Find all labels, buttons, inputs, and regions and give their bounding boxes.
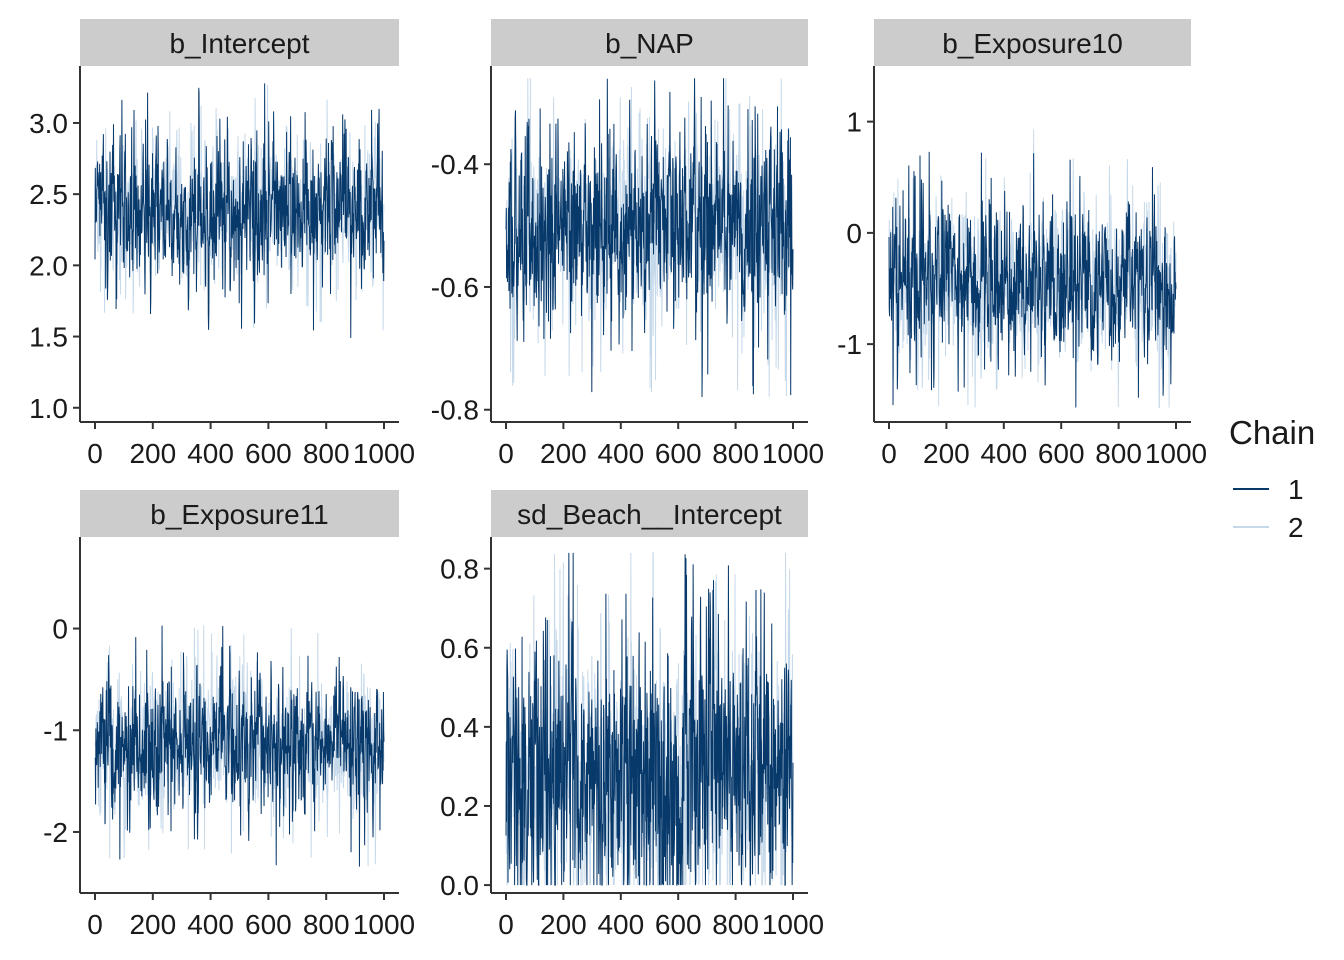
panel-sd-beach-intercept: sd_Beach__Intercept 0.0 0.2 0.4 0.6 0.8 0 200 40…: [440, 490, 824, 940]
x-tick-label: 600: [655, 438, 702, 469]
strip-b-nap: [491, 19, 808, 66]
panel-b-intercept: b_Intercept 1.0 1.5 2.0 2.5 3.0 0 200 400 600 800 1…: [29, 19, 415, 469]
panel-b-nap: b_NAP -0.8 -0.6 -0.4 0 200 400 600 800 1000: [431, 19, 824, 469]
y-tick-label: -2: [43, 817, 68, 848]
x-tick-label: 0: [87, 438, 103, 469]
x-tick-label: 200: [129, 438, 176, 469]
y-tick-label: -0.4: [431, 149, 479, 180]
legend-label-chain-2: 2: [1288, 512, 1304, 543]
y-tick-label: 1: [846, 107, 862, 138]
x-tick-label: 400: [187, 909, 234, 940]
panel-b-exposure11: b_Exposure11 -2 -1 0 0 200 400 600 800 1000: [43, 490, 415, 940]
trace-line-chain-1: [888, 151, 1177, 408]
x-tick-label: 400: [597, 909, 644, 940]
x-tick-label: 1000: [1145, 438, 1207, 469]
y-tick-label: 0: [52, 614, 68, 645]
y-tick-label: -1: [43, 715, 68, 746]
x-tick-label: 200: [923, 438, 970, 469]
x-tick-label: 400: [597, 438, 644, 469]
x-tick-label: 400: [187, 438, 234, 469]
x-tick-label: 600: [1038, 438, 1085, 469]
y-tick-label: 0.2: [440, 791, 479, 822]
x-tick-label: 800: [712, 909, 759, 940]
y-tick-label: -0.8: [431, 395, 479, 426]
y-tick-label: 0.6: [440, 633, 479, 664]
y-tick-label: 0.4: [440, 712, 479, 743]
strip-label: sd_Beach__Intercept: [517, 499, 782, 530]
y-tick-label: 3.0: [29, 108, 68, 139]
x-tick-label: 800: [303, 438, 350, 469]
x-tick-label: 200: [129, 909, 176, 940]
y-tick-label: 1.5: [29, 322, 68, 353]
x-tick-label: 1000: [353, 438, 415, 469]
strip-label: b_NAP: [605, 28, 694, 59]
x-tick-label: 0: [87, 909, 103, 940]
legend-label-chain-1: 1: [1288, 474, 1304, 505]
strip-b-intercept: [80, 19, 399, 66]
strip-label: b_Exposure10: [942, 28, 1123, 59]
x-tick-label: 600: [245, 909, 292, 940]
x-tick-label: 200: [540, 909, 587, 940]
strip-sd-beach-intercept: [491, 490, 808, 537]
x-tick-label: 800: [1095, 438, 1142, 469]
trace-line-chain-1: [94, 625, 385, 867]
trace-line-chain-1: [505, 552, 794, 886]
y-tick-label: 0.0: [440, 870, 479, 901]
x-tick-label: 1000: [353, 909, 415, 940]
x-tick-label: 800: [712, 438, 759, 469]
x-tick-label: 1000: [762, 438, 824, 469]
y-tick-label: 1.0: [29, 393, 68, 424]
x-tick-label: 800: [303, 909, 350, 940]
panel-b-exposure10: b_Exposure10 -1 0 1 0 200 400 600 800 1000: [837, 19, 1207, 469]
x-tick-label: 1000: [762, 909, 824, 940]
legend-title: Chain: [1229, 414, 1315, 451]
x-tick-label: 400: [980, 438, 1027, 469]
x-tick-label: 0: [498, 438, 514, 469]
chain-legend: Chain 1 2: [1229, 414, 1315, 543]
y-tick-label: 2.5: [29, 179, 68, 210]
y-tick-label: 0: [846, 218, 862, 249]
y-tick-label: 0.8: [440, 554, 479, 585]
x-tick-label: 200: [540, 438, 587, 469]
x-tick-label: 600: [245, 438, 292, 469]
strip-b-exposure10: [874, 19, 1191, 66]
x-tick-label: 0: [881, 438, 897, 469]
strip-label: b_Exposure11: [150, 499, 329, 530]
x-tick-label: 600: [655, 909, 702, 940]
trace-line-chain-1: [505, 78, 794, 397]
strip-b-exposure11: [80, 490, 399, 537]
y-tick-label: -1: [837, 329, 862, 360]
y-tick-label: 2.0: [29, 250, 68, 281]
strip-label: b_Intercept: [169, 28, 309, 59]
y-tick-label: -0.6: [431, 272, 479, 303]
trace-line-chain-1: [94, 83, 385, 338]
x-tick-label: 0: [498, 909, 514, 940]
